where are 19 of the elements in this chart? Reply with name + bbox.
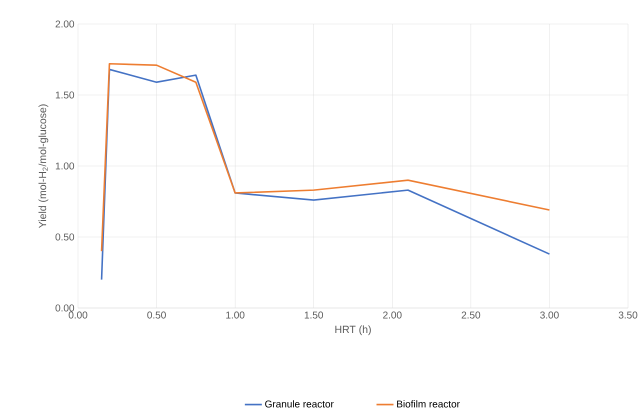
legend-label: Granule reactor <box>265 400 334 408</box>
y-tick-label: 1.00 <box>56 162 74 170</box>
legend-label: Biofilm reactor <box>397 400 460 408</box>
y-tick-label: 2.00 <box>56 20 74 28</box>
y-axis-title: Yield (mol-H$_{2}$/mol-glucose) <box>38 104 48 228</box>
x-tick-label: 2.50 <box>462 312 480 319</box>
y-tick-label: 1.50 <box>56 91 74 99</box>
x-tick-label: 1.50 <box>304 312 324 319</box>
x-tick-label: 2.00 <box>383 312 402 319</box>
x-tick-label: 1.00 <box>226 312 244 319</box>
y-tick-label: 0.00 <box>55 304 74 312</box>
line-series <box>100 62 550 252</box>
x-tick-label: 0.50 <box>147 312 166 319</box>
x-tick-label: 3.50 <box>618 312 638 319</box>
y-tick-label: 0.50 <box>55 233 74 241</box>
line-series <box>100 68 550 280</box>
x-tick-label: 0.00 <box>68 312 88 319</box>
x-tick-label: 3.00 <box>540 312 559 319</box>
x-axis-title: HRT (h) <box>335 325 371 336</box>
